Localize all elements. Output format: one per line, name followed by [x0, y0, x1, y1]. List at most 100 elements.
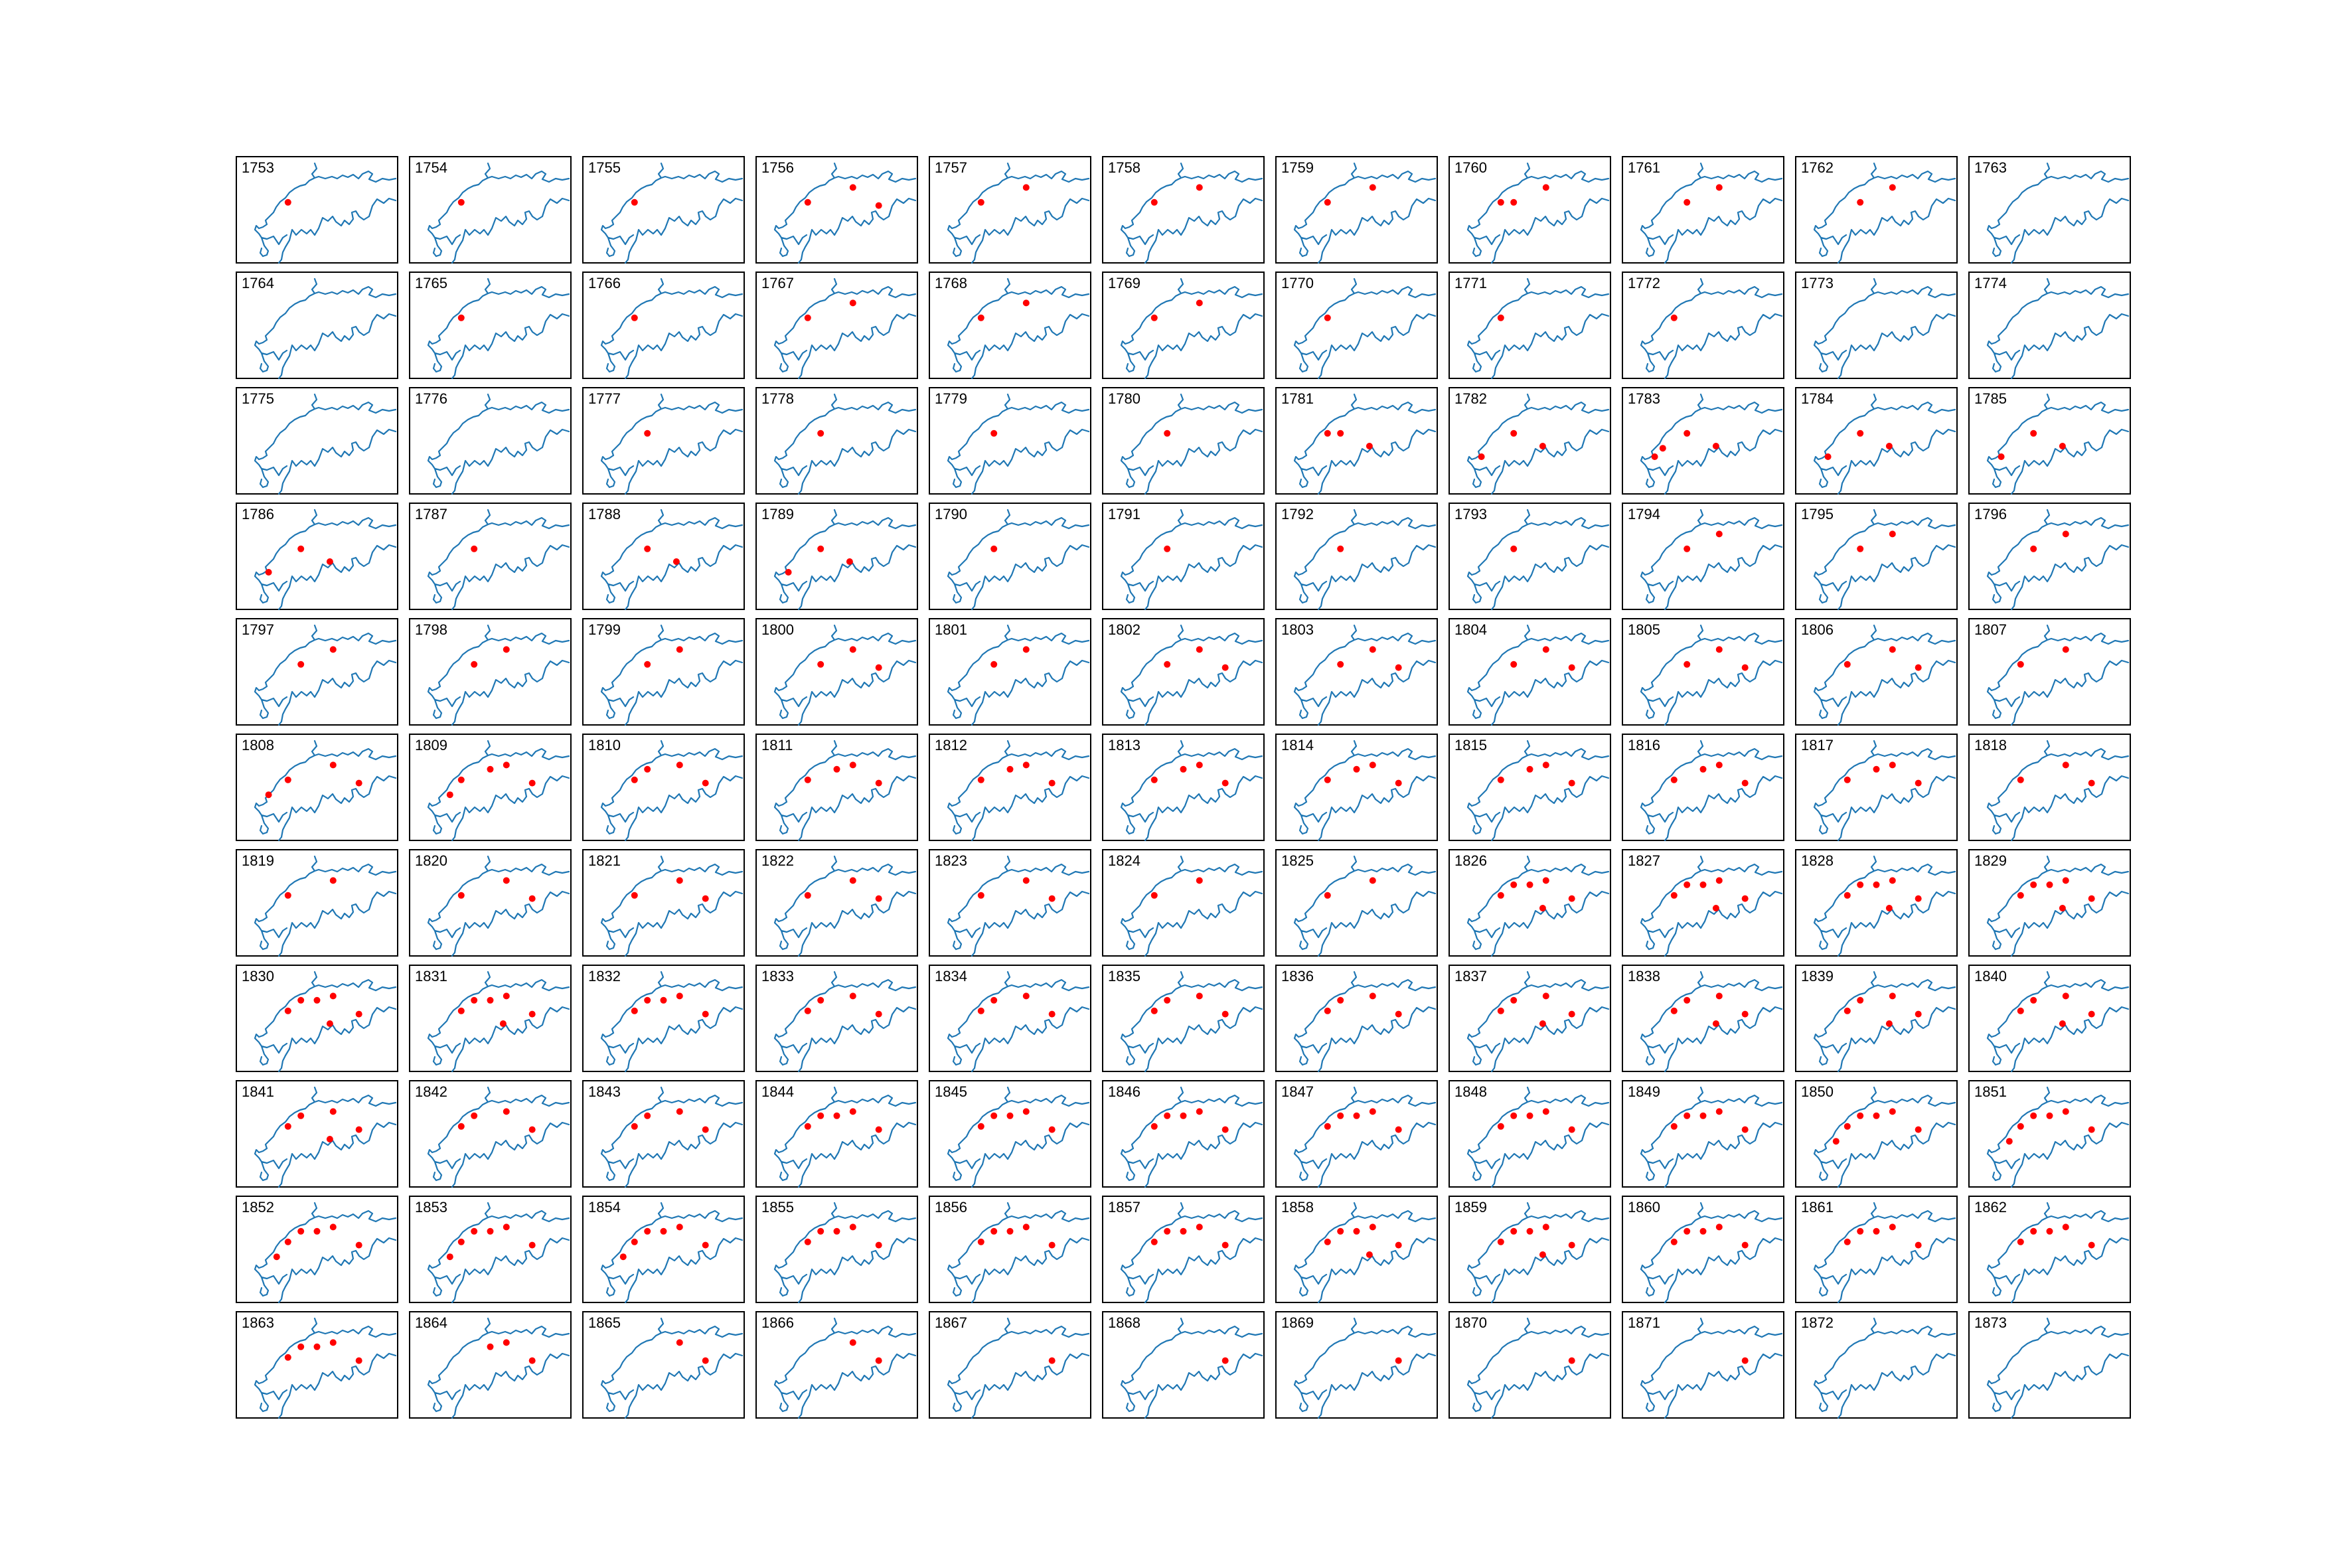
location-point: [990, 661, 998, 668]
location-point: [1741, 1241, 1749, 1249]
year-label: 1829: [1974, 852, 2007, 869]
year-label: 1854: [588, 1199, 621, 1215]
location-point: [1542, 184, 1549, 191]
location-point: [2059, 905, 2066, 911]
location-point: [672, 558, 680, 565]
map-panel: 1813: [1102, 734, 1265, 842]
year-label: 1808: [242, 737, 274, 753]
year-label: 1847: [1281, 1083, 1314, 1100]
location-point: [1684, 1227, 1691, 1235]
map-panel: 1753: [236, 156, 398, 264]
map-panel: 1786: [236, 503, 398, 611]
map-panel: 1809: [409, 734, 572, 842]
map-panel: 1771: [1449, 272, 1611, 380]
map-panel: 1827: [1622, 849, 1784, 957]
year-label: 1834: [935, 968, 967, 984]
year-label: 1873: [1974, 1314, 2007, 1331]
map-panel: 1784: [1795, 387, 1958, 495]
year-label: 1809: [415, 737, 447, 753]
location-point: [1366, 443, 1373, 449]
year-label: 1780: [1108, 390, 1140, 407]
year-label: 1801: [935, 621, 967, 638]
year-label: 1819: [242, 852, 274, 869]
location-point: [1715, 184, 1723, 191]
location-point: [2062, 1108, 2069, 1115]
year-label: 1791: [1108, 506, 1140, 522]
location-point: [2005, 1138, 2013, 1145]
location-point: [471, 996, 478, 1004]
map-panel: 1851: [1968, 1080, 2131, 1188]
location-point: [849, 184, 856, 191]
location-point: [1715, 877, 1723, 884]
year-label: 1824: [1108, 852, 1140, 869]
location-point: [849, 299, 856, 307]
location-point: [1369, 184, 1376, 191]
year-label: 1787: [415, 506, 447, 522]
map-panel: 1810: [582, 734, 745, 842]
year-label: 1802: [1108, 621, 1140, 638]
location-point: [1568, 1010, 1575, 1018]
location-point: [471, 1112, 478, 1119]
location-point: [2062, 877, 2069, 884]
location-point: [1221, 1357, 1229, 1364]
year-label: 1849: [1628, 1083, 1660, 1100]
location-point: [977, 1007, 984, 1014]
location-point: [2017, 1007, 2024, 1014]
year-label: 1760: [1454, 159, 1487, 176]
location-point: [1510, 881, 1518, 888]
location-point: [1885, 905, 1893, 911]
location-point: [1684, 430, 1691, 437]
year-label: 1832: [588, 968, 621, 984]
location-point: [1684, 198, 1691, 206]
year-label: 1777: [588, 390, 621, 407]
location-point: [1832, 1138, 1840, 1145]
location-point: [528, 1126, 536, 1133]
location-point: [1150, 892, 1158, 899]
map-panel: 1797: [236, 618, 398, 726]
location-point: [1497, 1238, 1504, 1245]
year-label: 1848: [1454, 1083, 1487, 1100]
year-label: 1762: [1801, 159, 1834, 176]
location-point: [1369, 877, 1376, 884]
location-point: [849, 1108, 856, 1115]
location-point: [329, 992, 337, 1000]
location-point: [1324, 430, 1331, 437]
map-panel: 1838: [1622, 965, 1784, 1073]
location-point: [1915, 895, 1922, 902]
map-panel: 1850: [1795, 1080, 1958, 1188]
location-point: [355, 1126, 362, 1133]
location-point: [1684, 996, 1691, 1004]
year-label: 1766: [588, 275, 621, 291]
location-point: [1395, 1241, 1402, 1249]
year-label: 1827: [1628, 852, 1660, 869]
location-point: [1369, 1223, 1376, 1231]
location-point: [990, 1227, 998, 1235]
location-point: [1670, 776, 1678, 783]
location-point: [329, 1223, 337, 1231]
year-label: 1775: [242, 390, 274, 407]
location-point: [1221, 1126, 1229, 1133]
map-panel: 1802: [1102, 618, 1265, 726]
map-panel: 1759: [1275, 156, 1438, 264]
location-point: [644, 430, 651, 437]
location-point: [1873, 881, 1880, 888]
location-point: [1843, 776, 1851, 783]
map-panel: 1867: [929, 1311, 1091, 1419]
location-point: [875, 895, 882, 902]
location-point: [977, 892, 984, 899]
location-point: [1873, 765, 1880, 773]
location-point: [1196, 761, 1203, 769]
location-point: [1324, 314, 1331, 321]
location-point: [2030, 430, 2037, 437]
year-label: 1840: [1974, 968, 2007, 984]
year-label: 1870: [1454, 1314, 1487, 1331]
year-label: 1755: [588, 159, 621, 176]
map-panel: 1815: [1449, 734, 1611, 842]
map-panel: 1763: [1968, 156, 2131, 264]
map-panel: 1863: [236, 1311, 398, 1419]
map-panel: 1831: [409, 965, 572, 1073]
location-point: [284, 198, 291, 206]
location-point: [503, 646, 510, 653]
location-point: [1915, 664, 1922, 671]
location-point: [1180, 765, 1187, 773]
